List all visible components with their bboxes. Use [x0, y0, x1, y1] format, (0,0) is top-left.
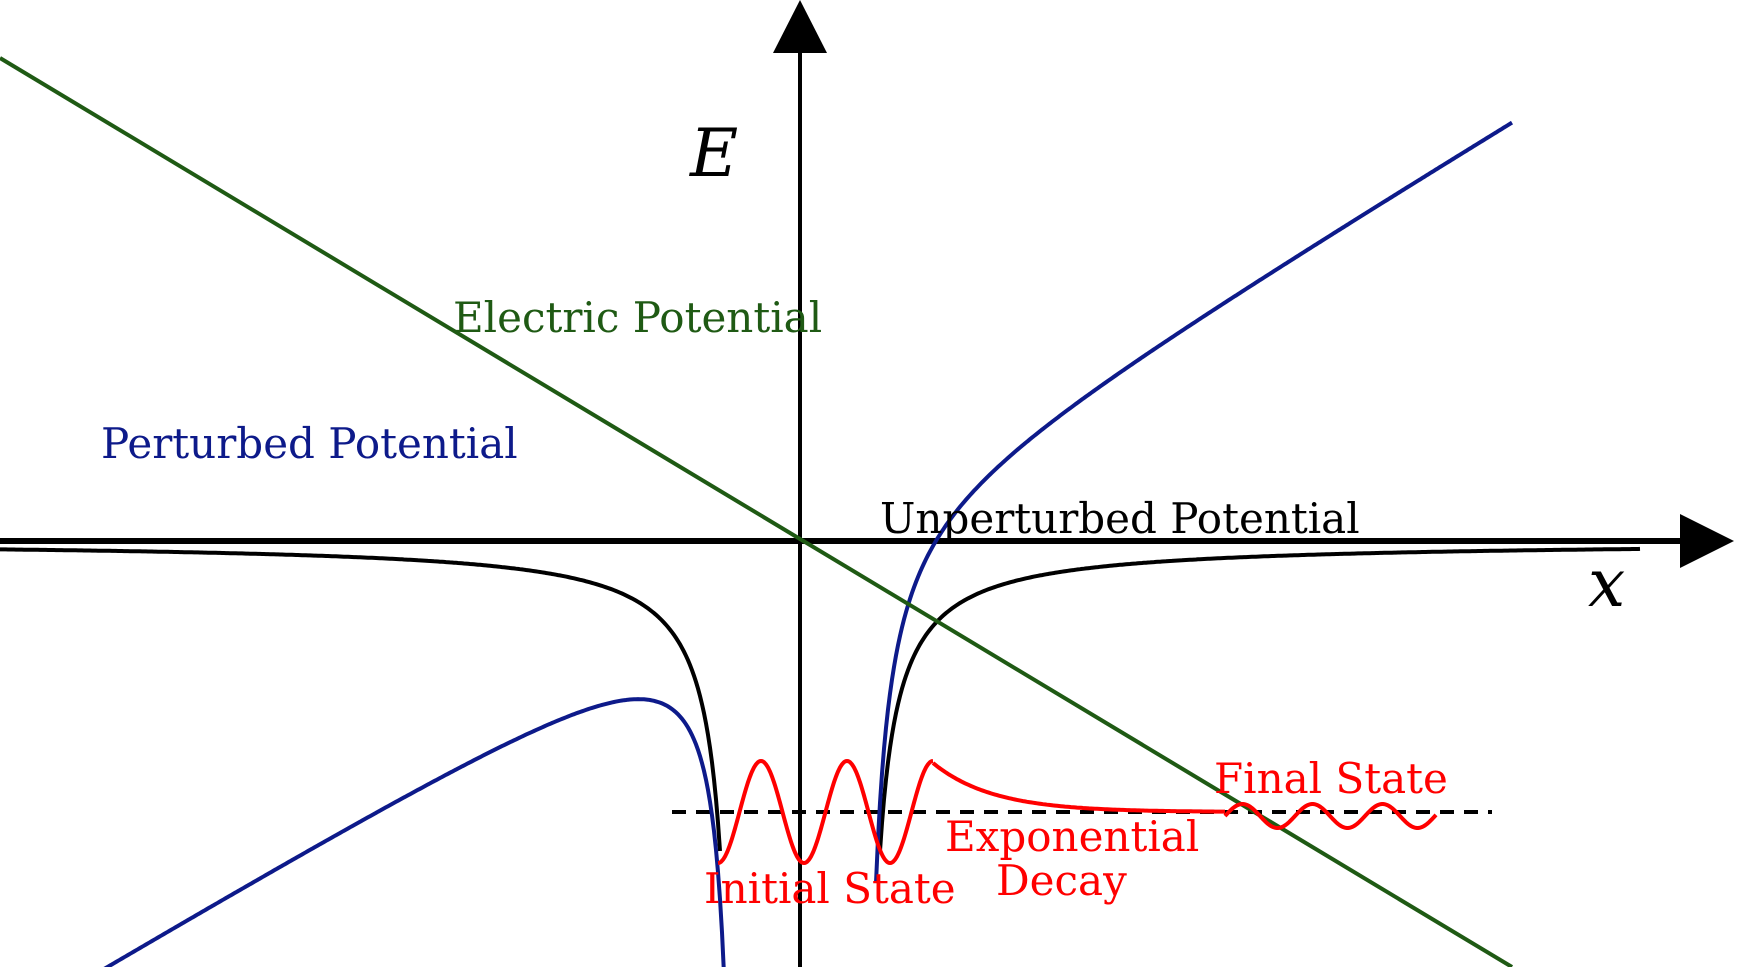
final-state-label: Final State — [1214, 754, 1448, 803]
exponential-decay-curve — [931, 761, 1225, 814]
x-axis-arrow-icon — [1680, 514, 1734, 568]
perturbed-potential-curve — [103, 120, 1514, 967]
perturbed-potential-label: Perturbed Potential — [101, 419, 518, 468]
y-axis-arrow-icon — [773, 0, 827, 53]
initial-state-wave — [717, 758, 934, 866]
exponential-decay-label-line1: Exponential — [945, 812, 1199, 861]
unperturbed-potential-curve — [0, 546, 1641, 852]
initial-state-label: Initial State — [704, 864, 956, 913]
final-state-wave — [1223, 802, 1438, 830]
x-axis-label: x — [1588, 545, 1625, 622]
y-axis-label: E — [689, 115, 738, 192]
electric-potential-label: Electric Potential — [453, 293, 822, 342]
unperturbed-potential-label: Unperturbed Potential — [880, 494, 1360, 543]
exponential-decay-label-line2: Decay — [996, 856, 1127, 905]
